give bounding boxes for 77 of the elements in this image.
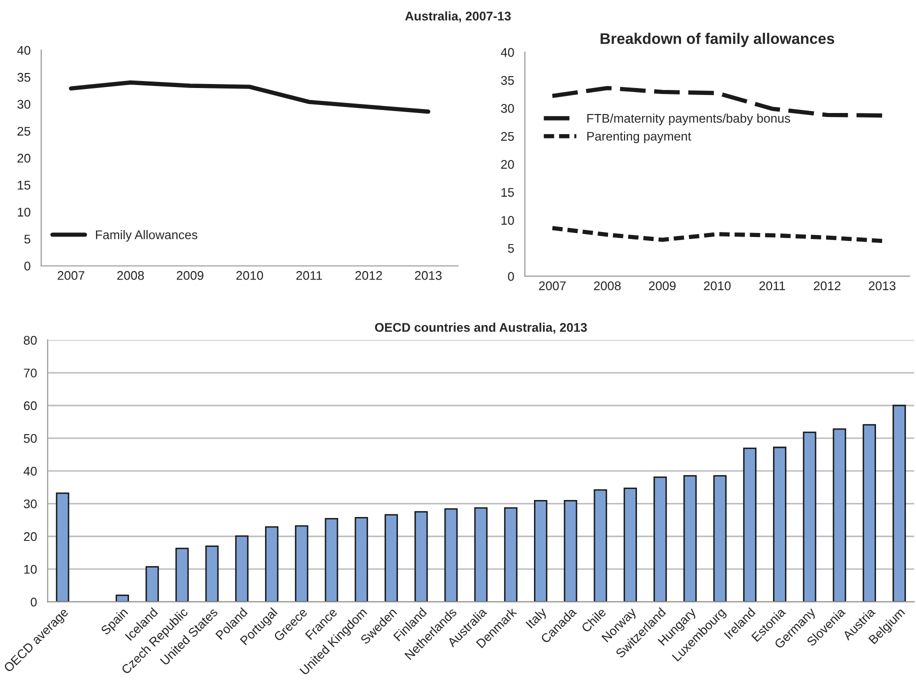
bar (414, 511, 428, 602)
bar (384, 514, 398, 602)
bar (713, 475, 727, 602)
bar (116, 594, 130, 602)
bar (324, 518, 338, 602)
bar (534, 500, 548, 602)
bar (564, 500, 578, 602)
bar (444, 508, 458, 602)
bar (654, 476, 667, 602)
y-tick-label: 30 (24, 499, 37, 508)
bar (175, 548, 189, 602)
bar (205, 545, 219, 602)
bar (594, 489, 608, 602)
y-tick-label: 10 (24, 564, 37, 574)
x-tick-label: 2007 (539, 281, 566, 290)
y-tick-label: 15 (502, 188, 514, 197)
bar (832, 428, 846, 602)
y-tick-label: 60 (24, 401, 37, 410)
bar (235, 535, 249, 602)
y-tick-label: 40 (24, 466, 37, 476)
y-tick-label: 0 (24, 262, 30, 271)
y-tick-label: 20 (501, 160, 514, 169)
legend-label: Family Allowances (96, 230, 198, 242)
bar (294, 525, 308, 602)
x-tick-label: 2010 (704, 281, 731, 290)
y-tick-label: 0 (508, 272, 514, 281)
x-tick-label: 2007 (58, 271, 84, 280)
x-tick-label: 2009 (648, 281, 676, 290)
x-tick-label: 2011 (296, 271, 322, 280)
line-series (68, 80, 430, 114)
y-tick-label: 50 (24, 434, 37, 443)
x-tick-label: 2012 (814, 281, 840, 290)
y-tick-label: 5 (24, 234, 30, 244)
legend-label: FTB/maternity payments/baby bonus (587, 114, 790, 126)
y-tick-label: 0 (30, 598, 37, 606)
chart-title: OECD countries and Australia, 2013 (375, 322, 587, 334)
x-tick-label: 2010 (236, 271, 264, 280)
y-tick-label: 20 (24, 532, 37, 542)
x-tick-label: 2008 (594, 281, 621, 290)
y-tick-label: 35 (501, 76, 514, 85)
bar (862, 424, 876, 602)
y-tick-label: 10 (18, 208, 30, 217)
legend-label: Parenting payment (587, 131, 692, 144)
y-tick-label: 40 (500, 48, 514, 57)
bar (892, 404, 906, 602)
x-tick-label: 2013 (868, 281, 896, 290)
y-tick-label: 70 (24, 368, 37, 378)
x-tick-label: 2008 (117, 271, 144, 280)
bar (683, 475, 697, 602)
y-tick-label: 30 (501, 104, 514, 113)
x-tick-label: 2011 (759, 281, 786, 290)
y-tick-label: 35 (17, 72, 30, 82)
line-series (550, 226, 884, 243)
y-tick-label: 30 (17, 100, 30, 109)
bar (624, 488, 637, 602)
y-tick-label: 5 (508, 244, 514, 253)
y-tick-label: 80 (24, 336, 37, 345)
bar (504, 507, 518, 602)
bar (146, 566, 159, 602)
bar (56, 492, 70, 602)
bar (354, 517, 368, 602)
y-tick-label: 40 (17, 46, 30, 55)
x-tick-label: 2013 (414, 271, 442, 280)
bar (474, 507, 488, 602)
y-tick-label: 25 (501, 132, 514, 141)
y-tick-label: 25 (18, 126, 30, 136)
y-tick-label: 20 (18, 154, 30, 163)
bar (743, 448, 756, 602)
bar (773, 446, 786, 602)
x-tick-label: 2009 (176, 271, 204, 280)
chart-title: Breakdown of family allowances (600, 32, 834, 48)
y-tick-label: 10 (502, 216, 514, 225)
x-tick-label: 2012 (355, 271, 382, 280)
bar (802, 432, 816, 602)
y-tick-label: 15 (18, 180, 30, 190)
chart-title: Australia, 2007-13 (405, 11, 511, 22)
bar (265, 526, 278, 602)
